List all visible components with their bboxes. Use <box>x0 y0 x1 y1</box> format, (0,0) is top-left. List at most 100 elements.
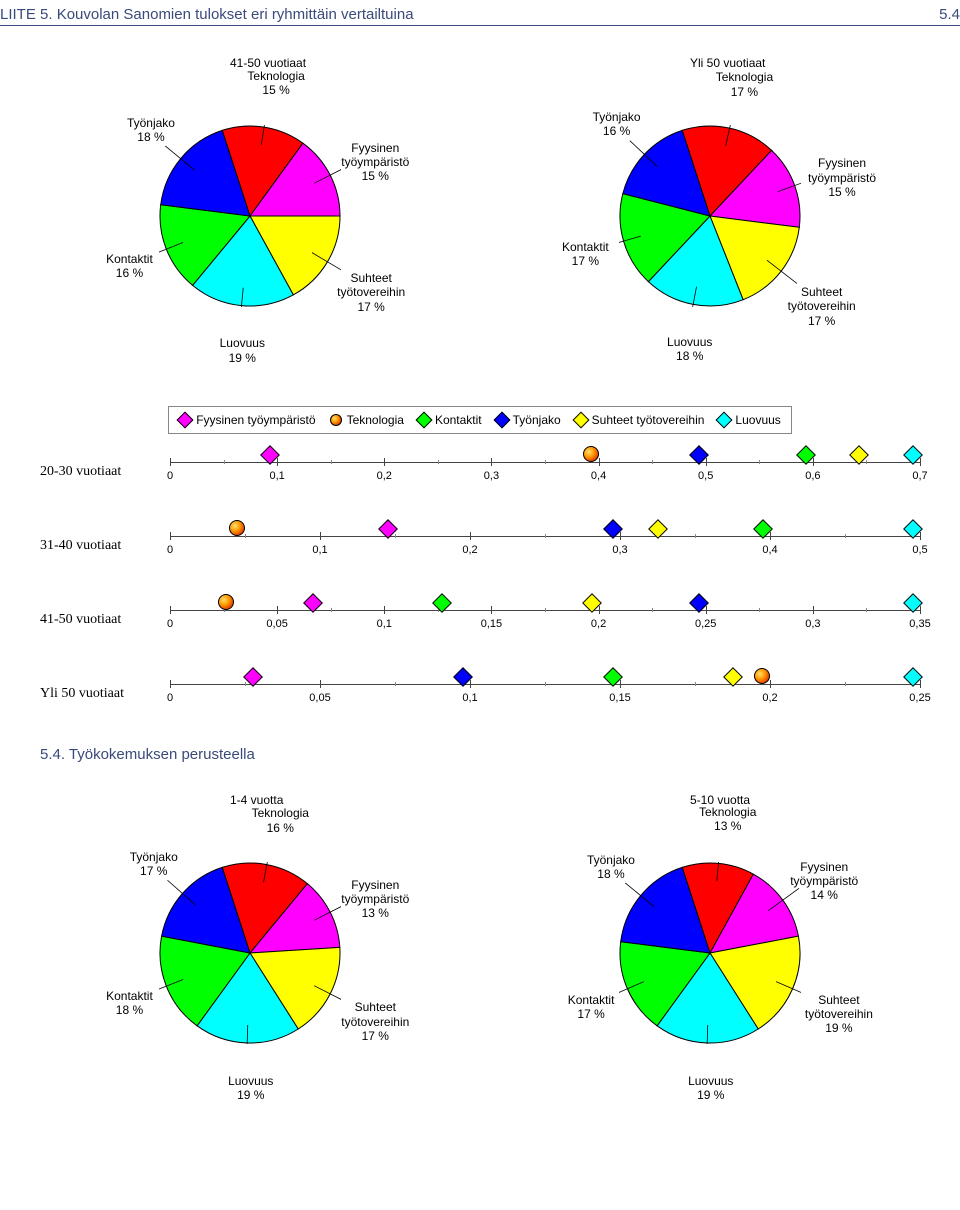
dot-point-tyonjako <box>613 529 627 543</box>
axis-tick-label: 0,2 <box>377 470 392 482</box>
axis-tick-label: 0,3 <box>805 618 820 630</box>
pie-label-teknologia: Teknologia 15 % <box>231 69 321 98</box>
dot-row-label: 41-50 vuotiaat <box>40 612 170 628</box>
pie-title: 1-4 vuotta <box>230 793 283 807</box>
dot-chart: 00,10,20,30,40,5 <box>170 518 920 574</box>
axis-tick-label: 0,1 <box>377 618 392 630</box>
dot-chart: 00,050,10,150,20,250,30,35 <box>170 592 920 648</box>
axis-tick-label: 0,4 <box>591 470 606 482</box>
axis-tick-label: 0 <box>167 470 173 482</box>
axis-tick-label: 0,2 <box>762 692 777 704</box>
axis-tick <box>813 606 814 614</box>
header-right: 5.4 <box>939 6 960 23</box>
dot-marker-teknologia <box>754 668 770 684</box>
pie-title: 41-50 vuotiaat <box>230 56 306 70</box>
dot-chart: 00,050,10,150,20,25 <box>170 666 920 722</box>
legend-label-luovuus: Luovuus <box>735 413 780 427</box>
legend-swatch-suhteet <box>572 412 589 429</box>
axis-tick <box>491 458 492 466</box>
dot-row-label: 31-40 vuotiaat <box>40 538 170 554</box>
dot-row: 31-40 vuotiaat00,10,20,30,40,5 <box>40 518 920 574</box>
axis-minor-tick <box>759 460 760 464</box>
dot-point-luovuus <box>913 603 927 617</box>
legend-item-fyysinen: Fyysinen työympäristö <box>179 413 315 427</box>
legend: Fyysinen työympäristö Teknologia Kontaktit… <box>168 406 792 434</box>
pie-label-teknologia: Teknologia 16 % <box>235 806 325 835</box>
dot-chart: 00,10,20,30,40,50,60,7 <box>170 444 920 500</box>
legend-item-kontaktit: Kontaktit <box>418 413 482 427</box>
pie-label-luovuus: Luovuus 19 % <box>206 1074 296 1103</box>
axis-tick <box>170 680 171 688</box>
axis-tick-label: 0,4 <box>762 544 777 556</box>
dot-row: 41-50 vuotiaat00,050,10,150,20,250,30,35 <box>40 592 920 648</box>
axis-tick <box>277 606 278 614</box>
legend-label-suhteet: Suhteet työtovereihin <box>592 413 705 427</box>
axis-tick-label: 0,25 <box>695 618 716 630</box>
dot-marker-teknologia <box>218 594 234 610</box>
dot-point-luovuus <box>913 677 927 691</box>
axis-tick-label: 0,2 <box>462 544 477 556</box>
dot-marker-teknologia <box>229 520 245 536</box>
pie-label-luovuus: Luovuus 19 % <box>666 1074 756 1103</box>
axis-tick <box>170 532 171 540</box>
pie-chart: Teknologia 15 % Fyysinen työympäristö 15 … <box>40 46 460 386</box>
axis-tick-label: 0 <box>167 544 173 556</box>
legend-swatch-kontaktit <box>415 412 432 429</box>
dot-point-teknologia <box>591 454 607 470</box>
dot-point-teknologia <box>226 602 242 618</box>
dot-point-suhteet <box>859 455 873 469</box>
axis-tick-label: 0,25 <box>909 692 930 704</box>
dot-point-luovuus <box>913 455 927 469</box>
axis-tick <box>320 532 321 540</box>
dot-point-kontaktit <box>763 529 777 543</box>
dot-row-label: Yli 50 vuotiaat <box>40 686 170 702</box>
axis-minor-tick <box>545 608 546 612</box>
dot-point-kontaktit <box>806 455 820 469</box>
dot-point-tyonjako <box>699 603 713 617</box>
axis-tick <box>170 606 171 614</box>
dot-point-luovuus <box>913 529 927 543</box>
axis-tick-label: 0,3 <box>612 544 627 556</box>
dot-point-tyonjako <box>699 455 713 469</box>
dot-marker-teknologia <box>583 446 599 462</box>
dot-row: 20-30 vuotiaat00,10,20,30,40,50,60,7 <box>40 444 920 500</box>
axis-minor-tick <box>545 682 546 686</box>
dot-point-kontaktit <box>613 677 627 691</box>
pie-label-fyysinen: Fyysinen työympäristö 15 % <box>330 141 420 184</box>
pie-label-fyysinen: Fyysinen työympäristö 15 % <box>797 156 887 199</box>
axis-tick-label: 0,2 <box>591 618 606 630</box>
axis-tick-label: 0,5 <box>912 544 927 556</box>
pie-row-2: Teknologia 16 % Fyysinen työympäristö 13 … <box>20 783 940 1123</box>
axis-tick-label: 0,15 <box>481 618 502 630</box>
axis-minor-tick <box>695 682 696 686</box>
axis-tick-label: 0,05 <box>309 692 330 704</box>
axis-minor-tick <box>331 608 332 612</box>
dot-point-teknologia <box>762 676 778 692</box>
axis-tick-label: 0,5 <box>698 470 713 482</box>
header-left: LIITE 5. Kouvolan Sanomien tulokset eri … <box>0 6 414 23</box>
dot-point-fyysinen <box>270 455 284 469</box>
axis-minor-tick <box>545 534 546 538</box>
dot-row: Yli 50 vuotiaat00,050,10,150,20,25 <box>40 666 920 722</box>
axis-minor-tick <box>845 682 846 686</box>
axis-tick-label: 0,05 <box>266 618 287 630</box>
axis-minor-tick <box>545 460 546 464</box>
legend-label-fyysinen: Fyysinen työympäristö <box>196 413 315 427</box>
page-header: LIITE 5. Kouvolan Sanomien tulokset eri … <box>0 0 960 26</box>
legend-label-tyonjako: Työnjako <box>513 413 561 427</box>
axis-minor-tick <box>866 608 867 612</box>
pie-label-fyysinen: Fyysinen työympäristö 13 % <box>330 878 420 921</box>
axis-tick-label: 0,1 <box>269 470 284 482</box>
legend-label-teknologia: Teknologia <box>347 413 404 427</box>
pie-label-luovuus: Luovuus 19 % <box>197 336 287 365</box>
dot-point-teknologia <box>237 528 253 544</box>
legend-label-kontaktit: Kontaktit <box>435 413 482 427</box>
axis-tick <box>384 606 385 614</box>
pie-label-teknologia: Teknologia 13 % <box>683 805 773 834</box>
legend-swatch-tyonjako <box>493 412 510 429</box>
legend-item-teknologia: Teknologia <box>330 413 404 427</box>
axis-minor-tick <box>395 682 396 686</box>
pie-chart: Teknologia 16 % Fyysinen työympäristö 13 … <box>40 783 460 1123</box>
dot-point-kontaktit <box>442 603 456 617</box>
dot-row-label: 20-30 vuotiaat <box>40 464 170 480</box>
